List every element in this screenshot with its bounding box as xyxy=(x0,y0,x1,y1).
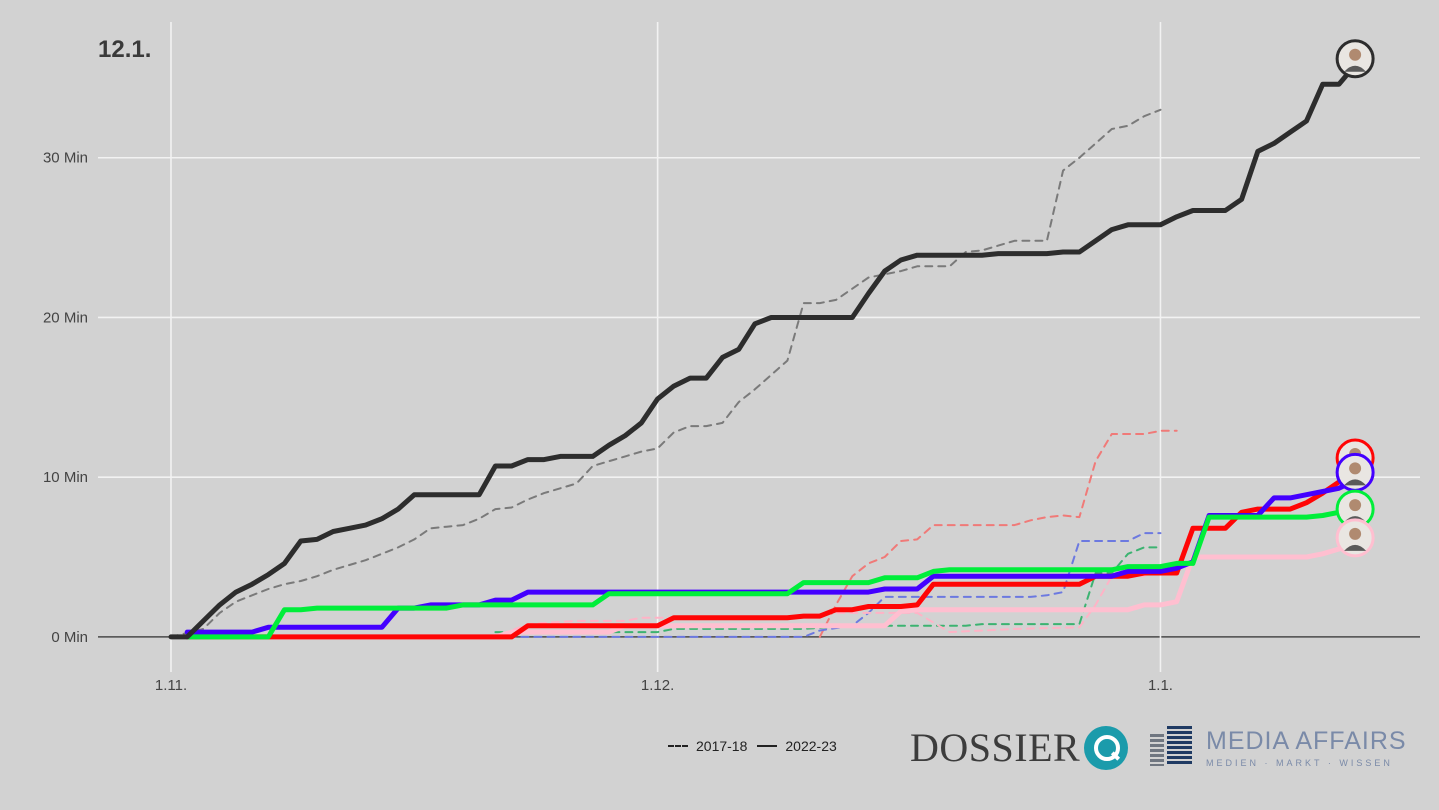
series-line-dashed xyxy=(170,108,1162,638)
portrait-head xyxy=(1349,48,1362,61)
series-line-solid xyxy=(168,62,1358,640)
portrait-body xyxy=(1344,65,1367,72)
series-line-solid xyxy=(184,538,1358,640)
portrait-head xyxy=(1349,462,1362,475)
portrait-body xyxy=(1344,479,1367,486)
portrait-head xyxy=(1349,499,1362,512)
media-affairs-logo: MEDIA AFFAIRS MEDIEN · MARKT · WISSEN xyxy=(1150,726,1407,768)
y-tick-label: 10 Min xyxy=(43,469,88,486)
y-tick-label: 20 Min xyxy=(43,309,88,326)
x-tick-label: 1.1. xyxy=(1148,677,1173,694)
date-label: 12.1. xyxy=(98,36,152,63)
legend-solid-swatch xyxy=(757,745,778,747)
legend-item-solid: 2022-23 xyxy=(757,738,837,754)
media-affairs-wordmark: MEDIA AFFAIRS xyxy=(1206,726,1407,755)
legend-solid-label: 2022-23 xyxy=(785,738,837,754)
y-tick-label: 30 Min xyxy=(43,150,88,167)
x-tick-label: 1.11. xyxy=(155,677,187,694)
legend: 2017-18 2022-23 xyxy=(668,738,837,754)
portrait-body xyxy=(1344,544,1367,551)
magnifier-icon xyxy=(1084,725,1129,770)
portrait-head xyxy=(1349,527,1362,540)
media-affairs-tagline: MEDIEN · MARKT · WISSEN xyxy=(1206,757,1393,768)
series-line-solid xyxy=(184,460,1358,640)
y-tick-label: 0 Min xyxy=(51,629,88,646)
legend-dash-swatch xyxy=(668,745,688,747)
dossier-wordmark: DOSSIER xyxy=(910,725,1081,770)
media-affairs-icon xyxy=(1150,726,1192,768)
series-line-dashed xyxy=(494,532,1162,638)
series-line-dashed xyxy=(818,429,1178,638)
series-line-dashed xyxy=(494,546,1162,634)
legend-dashed-label: 2017-18 xyxy=(696,738,748,754)
dossier-logo: DOSSIER xyxy=(910,724,1129,771)
x-tick-label: 1.12. xyxy=(641,677,674,694)
legend-item-dashed: 2017-18 xyxy=(668,738,747,754)
series-line-solid xyxy=(184,506,1358,640)
